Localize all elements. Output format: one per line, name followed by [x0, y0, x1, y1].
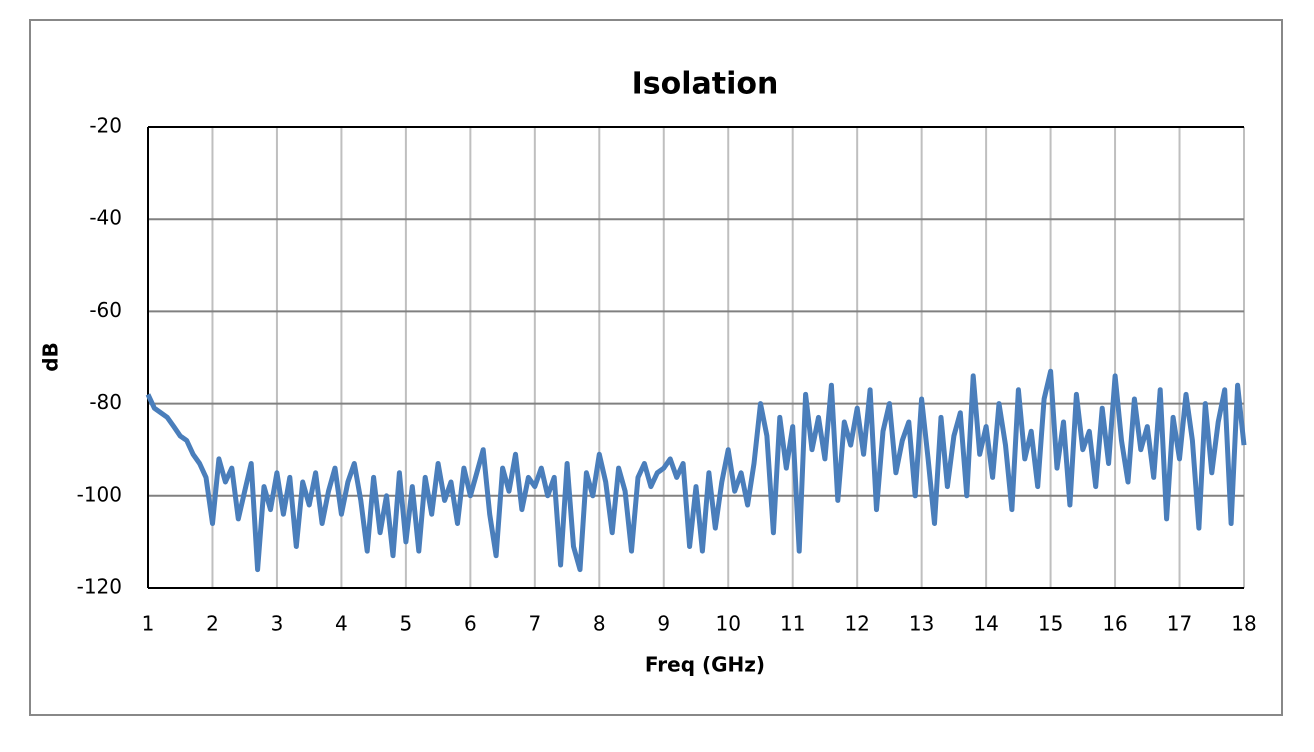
chart-title: Isolation: [632, 67, 779, 102]
y-tick-label: -20: [89, 114, 122, 138]
x-tick-label: 6: [464, 612, 477, 636]
x-tick-label: 18: [1231, 612, 1256, 636]
y-tick-label: -60: [89, 298, 122, 322]
x-tick-label: 9: [657, 612, 670, 636]
y-tick-label: -40: [89, 206, 122, 230]
y-tick-label: -100: [77, 482, 122, 506]
y-axis-label: dB: [39, 342, 63, 372]
x-tick-label: 14: [973, 612, 998, 636]
x-tick-label: 11: [780, 612, 805, 636]
x-tick-label: 3: [271, 612, 284, 636]
y-tick-label: -120: [77, 575, 122, 599]
x-tick-label: 2: [206, 612, 219, 636]
x-tick-label: 16: [1102, 612, 1127, 636]
y-tick-label: -80: [89, 390, 122, 414]
x-tick-label: 5: [400, 612, 413, 636]
x-tick-label: 7: [528, 612, 541, 636]
x-axis-label: Freq (GHz): [645, 653, 765, 677]
x-tick-label: 17: [1167, 612, 1192, 636]
x-tick-label: 15: [1038, 612, 1063, 636]
chart-border: [29, 19, 1283, 716]
x-tick-label: 13: [909, 612, 934, 636]
x-tick-label: 12: [844, 612, 869, 636]
x-tick-label: 10: [716, 612, 741, 636]
x-tick-label: 1: [142, 612, 155, 636]
x-tick-label: 4: [335, 612, 348, 636]
data-line: [145, 368, 1247, 573]
x-tick-label: 8: [593, 612, 606, 636]
